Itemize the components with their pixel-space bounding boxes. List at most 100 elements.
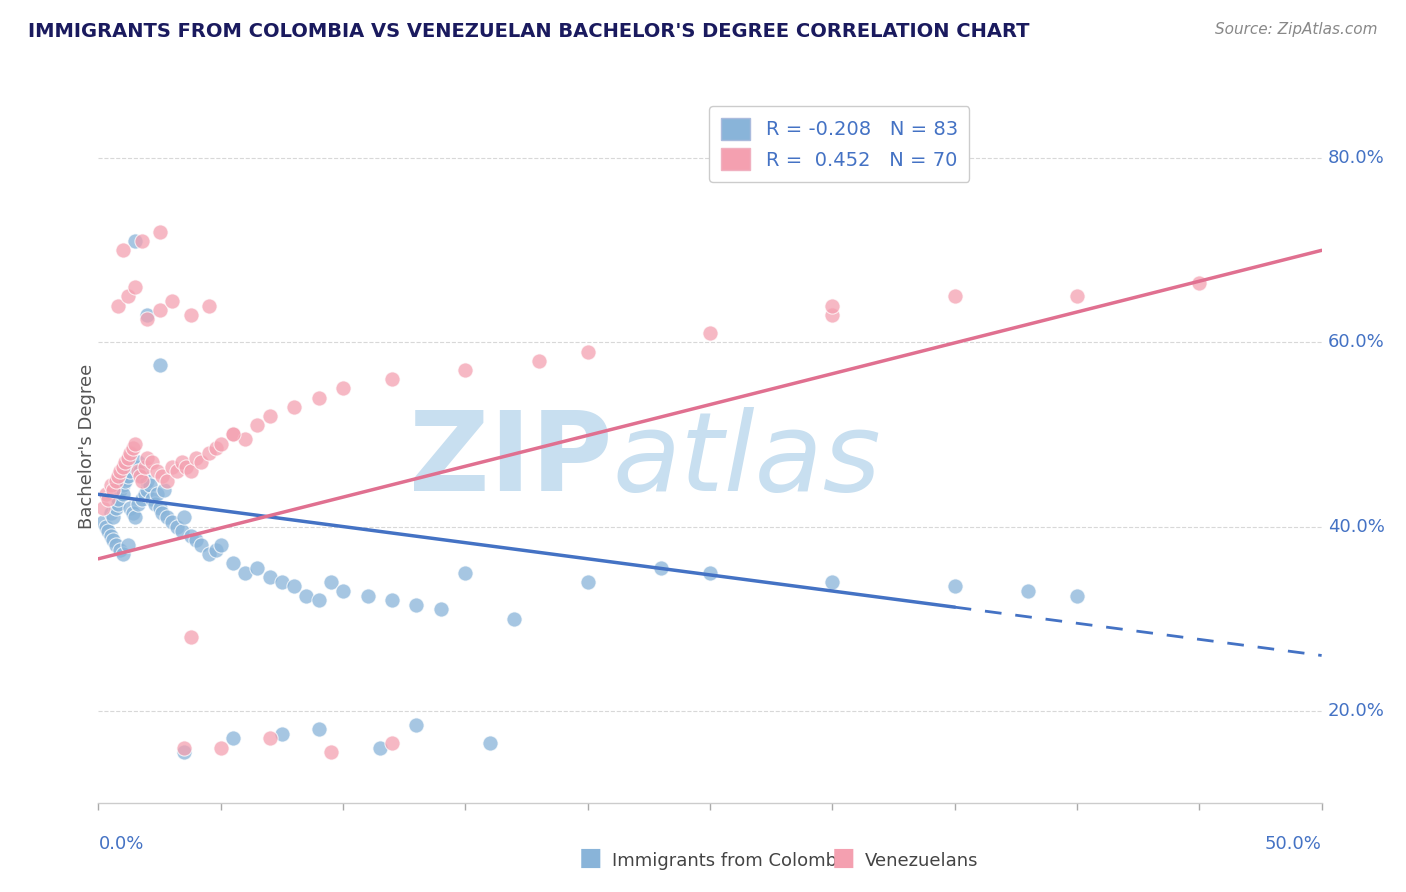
Point bbox=[149, 303, 172, 318]
Legend: R = -0.208   N = 83, R =  0.452   N = 70: R = -0.208 N = 83, R = 0.452 N = 70 bbox=[709, 106, 969, 182]
Text: atlas: atlas bbox=[612, 407, 880, 514]
Point bbox=[153, 483, 176, 497]
Point bbox=[149, 359, 172, 373]
Point bbox=[699, 566, 721, 580]
Point bbox=[94, 487, 117, 501]
Point bbox=[156, 510, 179, 524]
Point bbox=[149, 501, 172, 516]
Point bbox=[186, 533, 208, 548]
Point bbox=[186, 450, 208, 465]
Point bbox=[176, 459, 198, 474]
Text: Immigrants from Colombia: Immigrants from Colombia bbox=[612, 852, 853, 870]
Point bbox=[129, 469, 152, 483]
Point bbox=[136, 483, 159, 497]
Point bbox=[107, 299, 129, 313]
Point bbox=[134, 487, 156, 501]
Point bbox=[100, 506, 122, 520]
Point bbox=[332, 584, 354, 599]
Point bbox=[454, 566, 477, 580]
Point bbox=[503, 612, 526, 626]
Point bbox=[283, 400, 305, 414]
Point bbox=[699, 326, 721, 341]
Point bbox=[209, 740, 232, 755]
Point bbox=[166, 519, 188, 533]
Point bbox=[149, 225, 172, 239]
Point bbox=[111, 459, 134, 474]
Point bbox=[197, 547, 219, 561]
Point bbox=[97, 524, 120, 538]
Point bbox=[180, 529, 202, 543]
Point bbox=[150, 469, 173, 483]
Point bbox=[332, 381, 354, 395]
Point bbox=[121, 442, 143, 456]
Point bbox=[821, 574, 844, 589]
Point bbox=[107, 491, 129, 506]
Text: 40.0%: 40.0% bbox=[1327, 517, 1385, 535]
Point bbox=[209, 538, 232, 552]
Point bbox=[104, 501, 127, 516]
Point bbox=[308, 391, 330, 405]
Point bbox=[131, 474, 153, 488]
Point bbox=[454, 363, 477, 377]
Point bbox=[821, 299, 844, 313]
Point bbox=[117, 450, 139, 465]
Point bbox=[111, 547, 134, 561]
Point bbox=[117, 469, 139, 483]
Point bbox=[270, 727, 294, 741]
Point bbox=[146, 464, 169, 478]
Point bbox=[146, 487, 169, 501]
Text: 50.0%: 50.0% bbox=[1265, 835, 1322, 853]
Point bbox=[124, 436, 146, 450]
Point bbox=[110, 483, 132, 497]
Point bbox=[121, 506, 143, 520]
Point bbox=[308, 722, 330, 736]
Point bbox=[308, 593, 330, 607]
Text: IMMIGRANTS FROM COLOMBIA VS VENEZUELAN BACHELOR'S DEGREE CORRELATION CHART: IMMIGRANTS FROM COLOMBIA VS VENEZUELAN B… bbox=[28, 22, 1029, 41]
Point bbox=[141, 491, 163, 506]
Point bbox=[246, 561, 269, 575]
Point bbox=[222, 731, 245, 746]
Point bbox=[1066, 289, 1088, 303]
Point bbox=[205, 542, 228, 557]
Point bbox=[107, 497, 129, 511]
Y-axis label: Bachelor's Degree: Bachelor's Degree bbox=[79, 363, 96, 529]
Point bbox=[100, 478, 122, 492]
Point bbox=[110, 542, 132, 557]
Text: ■: ■ bbox=[579, 846, 602, 870]
Point bbox=[319, 745, 342, 759]
Point bbox=[209, 436, 232, 450]
Point bbox=[1017, 584, 1039, 599]
Point bbox=[190, 455, 212, 469]
Point bbox=[111, 487, 134, 501]
Point bbox=[381, 593, 404, 607]
Point bbox=[259, 409, 281, 423]
Text: 60.0%: 60.0% bbox=[1327, 334, 1385, 351]
Point bbox=[134, 459, 156, 474]
Point bbox=[129, 464, 152, 478]
Text: Venezuelans: Venezuelans bbox=[865, 852, 979, 870]
Point bbox=[180, 308, 202, 322]
Point bbox=[150, 506, 173, 520]
Point bbox=[127, 464, 149, 478]
Point bbox=[110, 464, 132, 478]
Point bbox=[141, 455, 163, 469]
Point bbox=[197, 299, 219, 313]
Point bbox=[173, 740, 195, 755]
Point bbox=[156, 474, 179, 488]
Point bbox=[124, 280, 146, 294]
Point bbox=[197, 446, 219, 460]
Point bbox=[97, 491, 120, 506]
Point bbox=[222, 427, 245, 442]
Point bbox=[180, 464, 202, 478]
Point bbox=[124, 234, 146, 248]
Point bbox=[160, 459, 183, 474]
Point bbox=[205, 442, 228, 456]
Point bbox=[170, 455, 193, 469]
Point bbox=[430, 602, 453, 616]
Text: ZIP: ZIP bbox=[409, 407, 612, 514]
Point bbox=[180, 630, 202, 644]
Text: 80.0%: 80.0% bbox=[1327, 149, 1385, 168]
Point bbox=[576, 344, 599, 359]
Point bbox=[136, 312, 159, 326]
Point bbox=[160, 293, 183, 308]
